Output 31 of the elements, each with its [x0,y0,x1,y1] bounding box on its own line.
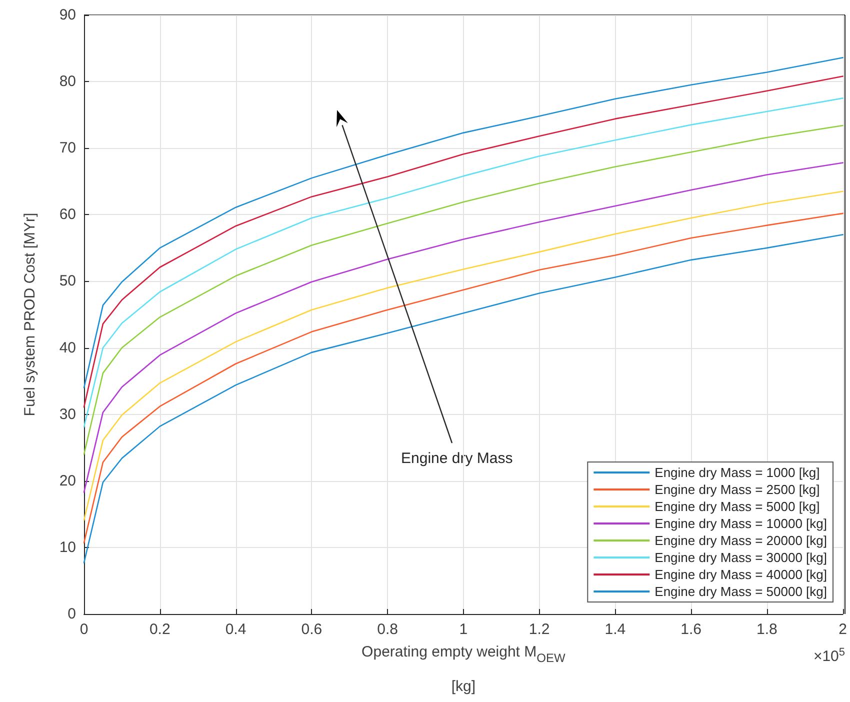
y-tick-label: 20 [59,472,76,490]
y-tick-label: 30 [59,406,76,423]
y-tick-label: 10 [59,538,76,556]
x-tick-label: 1.8 [756,621,778,638]
x-tick-label: 2 [838,621,847,638]
legend-label: Engine dry Mass = 30000 [kg] [654,550,828,565]
x-tick-label: 0.8 [377,621,398,638]
legend-label: Engine dry Mass = 2500 [kg] [654,482,820,497]
x-tick-label: 1 [459,621,468,638]
y-tick-label: 60 [59,206,76,224]
x-tick-label: 1.6 [680,621,702,638]
x-tick-label: 1.2 [528,621,550,638]
y-tick-label: 0 [68,606,76,622]
legend-label: Engine dry Mass = 50000 [kg] [654,584,828,599]
y-tick-label: 50 [59,272,76,290]
y-tick-label: 90 [59,6,76,24]
legend-label: Engine dry Mass = 20000 [kg] [654,533,828,548]
annotation: Engine dry Mass [401,450,513,467]
x-tick-label: 0.6 [301,621,322,638]
legend-label: Engine dry Mass = 5000 [kg] [654,499,820,514]
legend-label: Engine dry Mass = 10000 [kg] [654,516,828,531]
legend-label: Engine dry Mass = 40000 [kg] [654,567,828,582]
x-tick-label: 0 [80,621,88,638]
y-tick-label: 80 [59,73,76,90]
legend-label: Engine dry Mass = 1000 [kg] [654,465,820,480]
y-axis-title: Fuel system PROD Cost [MYr] [22,212,38,416]
y-tick-label: 40 [59,339,76,356]
x-tick-label: 0.2 [149,621,170,638]
y-tick-label: 70 [59,140,76,157]
x-tick-label: 1.4 [604,621,626,638]
x-tick-label: 0.4 [225,621,246,638]
